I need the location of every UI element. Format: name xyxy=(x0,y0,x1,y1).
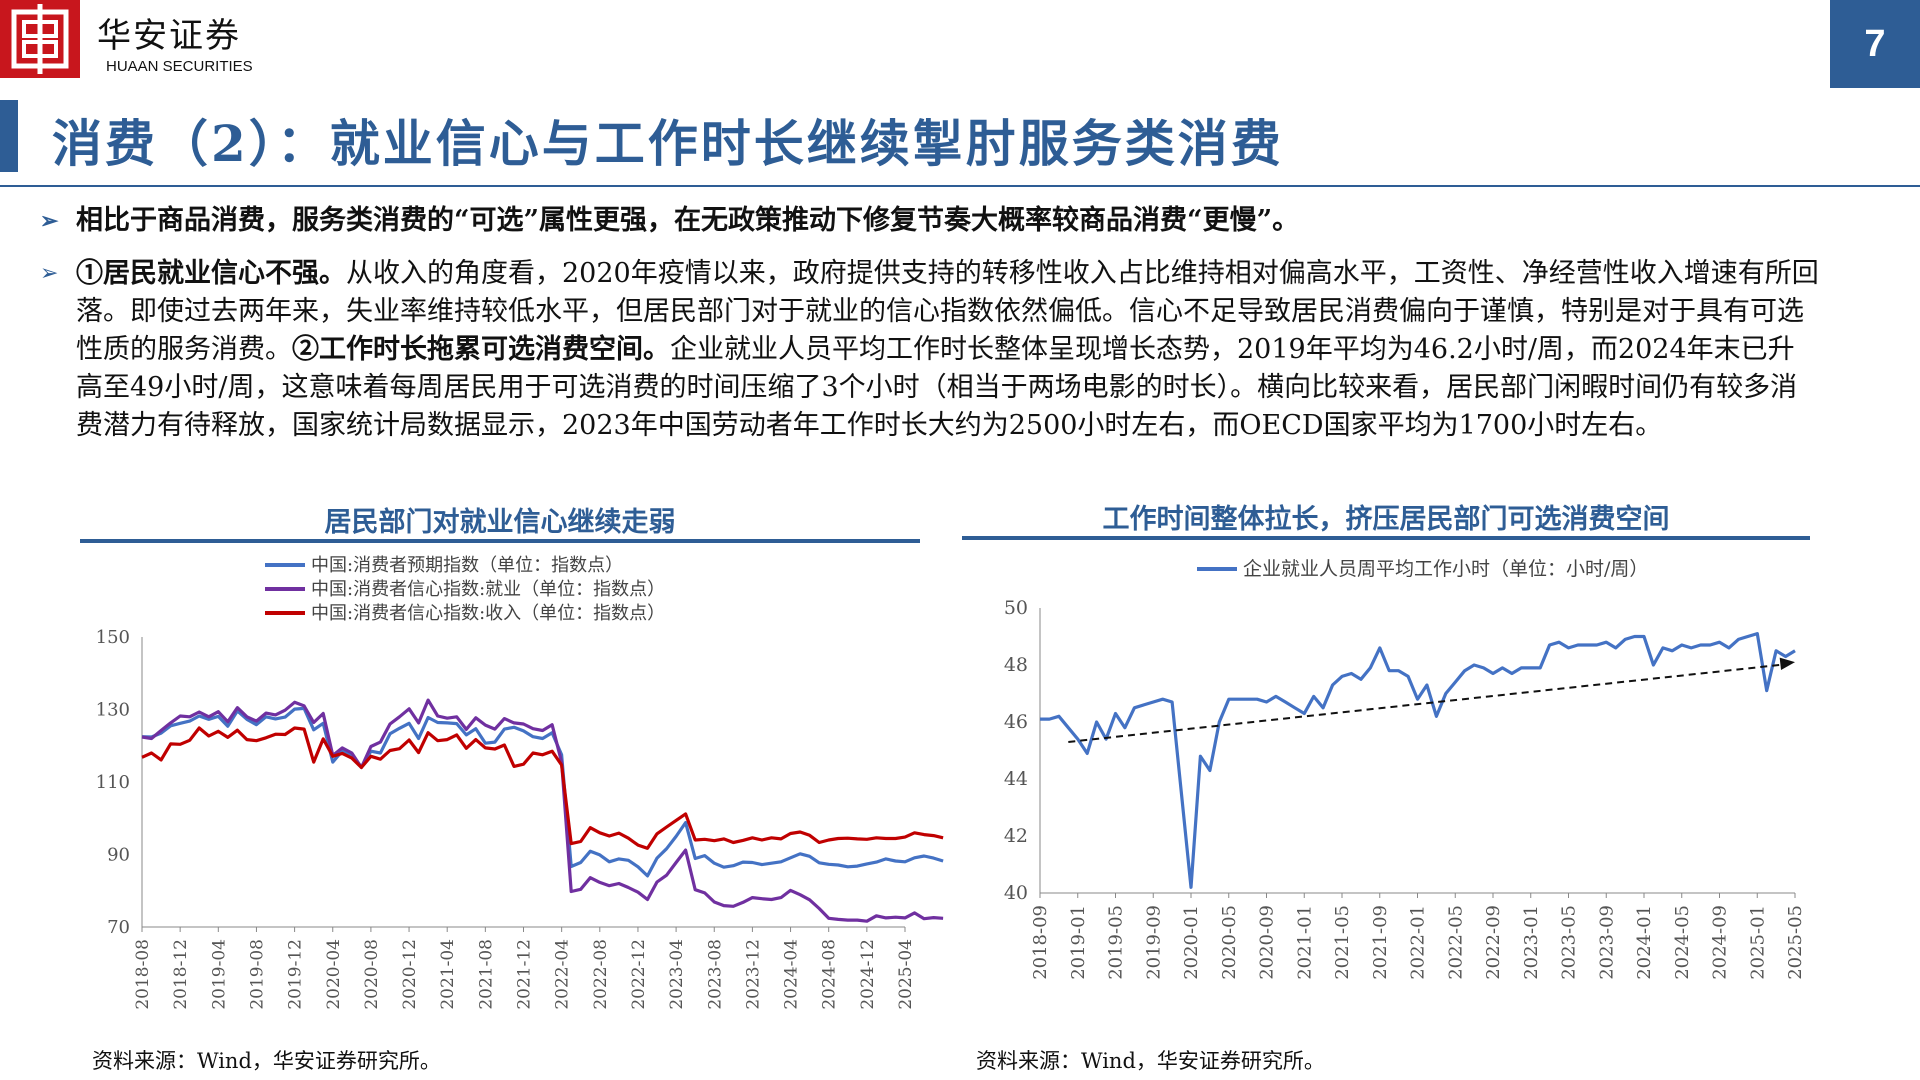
bullet-2-text: ①居民就业信心不强。从收入的角度看，2020年疫情以来，政府提供支持的转移性收入… xyxy=(76,255,1820,445)
title-accent-bar xyxy=(0,100,18,172)
legend-label: 中国:消费者信心指数:收入（单位：指数点） xyxy=(311,603,665,624)
bullet-2-bold-1: ①居民就业信心不强。 xyxy=(76,258,346,289)
x-tick-label: 2019-09 xyxy=(1143,905,1164,980)
legend-label: 企业就业人员周平均工作小时（单位：小时/周） xyxy=(1243,558,1648,580)
logo-text-cn: 华安证券 xyxy=(97,16,241,56)
x-tick-label: 2021-04 xyxy=(438,939,458,1010)
x-tick-label: 2021-09 xyxy=(1370,905,1391,980)
arrow-bullet-icon: ➢ xyxy=(40,261,59,286)
x-tick-label: 2020-04 xyxy=(324,939,344,1010)
legend-label: 中国:消费者信心指数:就业（单位：指数点） xyxy=(311,579,665,600)
x-tick-label: 2021-01 xyxy=(1294,905,1315,980)
chart-2-title: 工作时间整体拉长，挤压居民部门可选消费空间 xyxy=(1102,504,1670,535)
x-tick-label: 2022-12 xyxy=(629,939,649,1010)
chart-2-title-rule xyxy=(962,536,1810,540)
x-tick-label: 2023-05 xyxy=(1559,905,1580,980)
x-tick-label: 2022-09 xyxy=(1483,905,1504,980)
y-tick-label: 50 xyxy=(1004,597,1028,619)
x-tick-label: 2024-12 xyxy=(858,939,878,1010)
x-tick-label: 2022-01 xyxy=(1408,905,1429,980)
x-tick-label: 2024-08 xyxy=(820,939,840,1010)
bullet-1: ➢ 相比于商品消费，服务类消费的“可选”属性更强，在无政策推动下修复节奏大概率较… xyxy=(40,202,1820,240)
page-title: 消费（2）：就业信心与工作时长继续掣肘服务类消费 xyxy=(52,114,1284,173)
bullet-2-text-1: 从收入的角度看，2020年疫情以来，政府提供支持的转移性收入占比维持相对偏高水平… xyxy=(76,258,1819,365)
bullet-2-text-2: 企业就业人员平均工作时长整体呈现增长态势，2019年平均为46.2小时/周，而2… xyxy=(76,334,1798,441)
x-tick-label: 2019-01 xyxy=(1068,905,1089,980)
chart-2-source: 资料来源：Wind，华安证券研究所。 xyxy=(976,1049,1325,1073)
chart-1-title: 居民部门对就业信心继续走弱 xyxy=(324,507,676,538)
series-line-0 xyxy=(1040,631,1796,889)
x-tick-label: 2021-12 xyxy=(515,939,535,1010)
x-tick-label: 2024-01 xyxy=(1634,905,1655,980)
x-tick-label: 2025-04 xyxy=(896,939,916,1010)
x-tick-label: 2022-08 xyxy=(591,939,611,1010)
x-tick-label: 2023-12 xyxy=(743,939,763,1010)
y-tick-label: 150 xyxy=(96,627,130,648)
bullet-1-text: 相比于商品消费，服务类消费的“可选”属性更强，在无政策推动下修复节奏大概率较商品… xyxy=(76,205,1300,236)
page-number: 7 xyxy=(1830,0,1920,88)
trend-arrow-head xyxy=(1779,657,1795,670)
y-tick-label: 130 xyxy=(96,700,130,721)
y-tick-label: 90 xyxy=(107,845,130,866)
x-tick-label: 2020-12 xyxy=(400,939,420,1010)
x-tick-label: 2020-01 xyxy=(1181,905,1202,980)
x-tick-label: 2025-05 xyxy=(1785,905,1806,980)
legend-label: 中国:消费者预期指数（单位：指数点） xyxy=(311,555,623,576)
y-tick-label: 48 xyxy=(1004,654,1028,676)
x-tick-label: 2020-09 xyxy=(1257,905,1278,980)
x-tick-label: 2023-09 xyxy=(1596,905,1617,980)
title-divider xyxy=(0,185,1920,187)
series-line-1 xyxy=(141,698,944,923)
x-tick-label: 2018-09 xyxy=(1030,905,1051,980)
y-tick-label: 40 xyxy=(1004,882,1028,904)
y-tick-label: 46 xyxy=(1004,711,1028,733)
x-tick-label: 2021-05 xyxy=(1332,905,1353,980)
x-tick-label: 2018-08 xyxy=(133,939,153,1010)
x-tick-label: 2025-01 xyxy=(1747,905,1768,980)
x-tick-label: 2019-05 xyxy=(1106,905,1127,980)
x-tick-label: 2024-05 xyxy=(1672,905,1693,980)
x-tick-label: 2020-08 xyxy=(362,939,382,1010)
x-tick-label: 2018-12 xyxy=(171,939,191,1010)
x-tick-label: 2023-04 xyxy=(667,939,687,1010)
trend-arrow-line xyxy=(1068,663,1788,743)
x-tick-label: 2022-04 xyxy=(553,939,573,1010)
series-line-0 xyxy=(141,706,944,878)
bullet-2-bold-2: ②工作时长拖累可选消费空间。 xyxy=(292,334,670,365)
logo-symbol-icon xyxy=(11,4,69,74)
x-tick-label: 2024-04 xyxy=(782,939,802,1010)
series-line-2 xyxy=(141,726,944,850)
y-tick-label: 70 xyxy=(107,917,130,938)
x-tick-label: 2019-08 xyxy=(247,939,267,1010)
logo-text-en: HUAAN SECURITIES xyxy=(106,58,253,75)
x-tick-label: 2019-04 xyxy=(209,939,229,1010)
y-tick-label: 44 xyxy=(1004,768,1028,790)
x-tick-label: 2024-09 xyxy=(1710,905,1731,980)
chart-1-title-rule xyxy=(80,539,920,543)
logo-mark xyxy=(0,0,80,78)
x-tick-label: 2023-01 xyxy=(1521,905,1542,980)
y-tick-label: 42 xyxy=(1004,825,1028,847)
x-tick-label: 2023-08 xyxy=(705,939,725,1010)
x-tick-label: 2020-05 xyxy=(1219,905,1240,980)
bullet-2: ➢ ①居民就业信心不强。从收入的角度看，2020年疫情以来，政府提供支持的转移性… xyxy=(40,255,1820,445)
chart-1-source: 资料来源：Wind，华安证券研究所。 xyxy=(92,1049,441,1073)
y-tick-label: 110 xyxy=(96,772,130,793)
x-tick-label: 2021-08 xyxy=(476,939,496,1010)
x-tick-label: 2022-05 xyxy=(1445,905,1466,980)
x-tick-label: 2019-12 xyxy=(286,939,306,1010)
arrow-bullet-icon: ➢ xyxy=(40,208,59,234)
